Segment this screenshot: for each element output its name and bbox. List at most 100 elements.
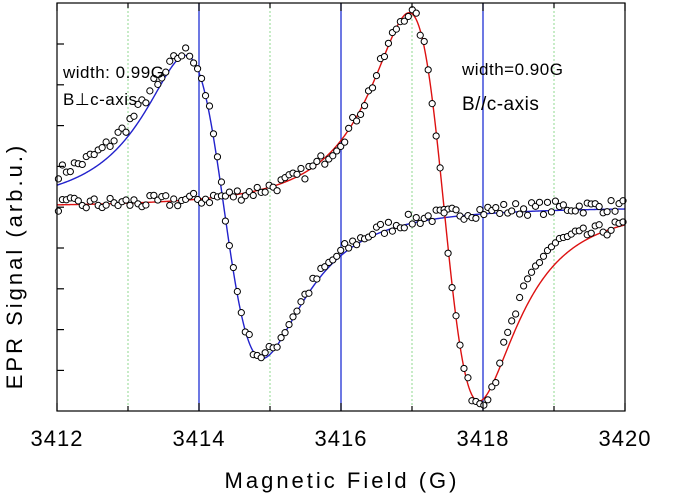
- x-tick-label: 3416: [315, 426, 368, 451]
- data-point: [539, 252, 548, 260]
- data-point: [500, 338, 508, 346]
- data-point: [225, 188, 233, 196]
- data-point: [102, 201, 110, 209]
- data-point: [512, 200, 520, 208]
- data-point: [384, 218, 393, 226]
- data-point: [217, 178, 226, 186]
- data-point: [54, 175, 63, 183]
- data-point: [559, 201, 567, 209]
- data-point: [174, 202, 182, 210]
- data-points: [54, 6, 627, 409]
- data-point: [134, 100, 142, 108]
- data-point: [535, 258, 544, 267]
- data-point: [428, 100, 436, 108]
- data-point: [444, 249, 452, 257]
- data-point: [150, 74, 158, 83]
- data-point: [309, 162, 317, 170]
- data-point: [579, 209, 587, 217]
- data-point: [261, 188, 269, 196]
- data-point: [412, 9, 420, 17]
- data-point: [337, 142, 345, 151]
- data-point: [345, 124, 353, 132]
- data-point: [516, 210, 524, 218]
- data-point: [74, 197, 82, 205]
- x-tick-label: 3418: [457, 426, 510, 451]
- data-point: [607, 196, 615, 205]
- data-point: [523, 211, 532, 219]
- data-point: [595, 202, 603, 211]
- data-point: [321, 263, 329, 271]
- data-point: [158, 74, 166, 82]
- data-point: [154, 80, 162, 88]
- data-point: [273, 187, 281, 195]
- data-point: [126, 201, 134, 209]
- data-point: [190, 189, 198, 198]
- data-point: [535, 198, 544, 206]
- data-point: [285, 320, 293, 329]
- data-point: [110, 137, 118, 145]
- data-point: [456, 341, 464, 349]
- data-point: [500, 200, 508, 209]
- annotation-perp-orientation: B⊥c-axis: [63, 90, 138, 109]
- data-point: [571, 207, 579, 215]
- data-point: [301, 175, 309, 183]
- data-point: [193, 65, 202, 73]
- data-point: [436, 164, 444, 172]
- data-point: [205, 102, 214, 110]
- data-point: [237, 196, 245, 204]
- data-point: [170, 195, 178, 203]
- data-point: [516, 293, 524, 302]
- data-point: [408, 220, 416, 228]
- data-point: [90, 195, 98, 203]
- data-point: [293, 170, 301, 178]
- data-point: [130, 112, 138, 120]
- data-point: [317, 152, 325, 160]
- data-point: [261, 349, 269, 357]
- data-point: [201, 91, 210, 100]
- data-point: [213, 153, 222, 161]
- data-point: [90, 150, 98, 159]
- data-point: [142, 201, 150, 209]
- data-point: [162, 68, 170, 76]
- annotation-par-width: width=0.90G: [461, 60, 563, 79]
- data-point: [595, 221, 603, 229]
- data-point: [233, 287, 241, 296]
- data-point: [440, 209, 448, 217]
- data-point: [82, 204, 90, 212]
- data-point: [178, 52, 186, 60]
- x-axis-title: Magnetic Field (G): [225, 468, 460, 493]
- data-point: [452, 312, 460, 320]
- data-point: [281, 329, 289, 337]
- data-point: [587, 229, 595, 237]
- data-point: [428, 217, 436, 226]
- data-point: [166, 57, 174, 65]
- data-point: [603, 208, 611, 216]
- data-point: [102, 138, 110, 146]
- data-point: [547, 208, 556, 216]
- data-point: [380, 52, 389, 61]
- data-point: [205, 198, 214, 207]
- data-point: [186, 52, 194, 60]
- data-point: [313, 275, 321, 283]
- data-point: [353, 241, 361, 249]
- data-point: [504, 328, 512, 336]
- data-point: [520, 282, 528, 290]
- x-tick-label: 3414: [173, 426, 226, 451]
- data-point: [388, 227, 397, 235]
- data-point: [54, 207, 63, 215]
- data-point: [607, 226, 615, 234]
- data-point: [603, 231, 611, 239]
- data-point: [496, 209, 504, 218]
- data-point: [416, 219, 424, 227]
- data-point: [551, 239, 560, 247]
- data-point: [368, 84, 377, 92]
- data-point: [146, 87, 154, 95]
- data-point: [162, 192, 170, 200]
- data-point: [341, 240, 349, 248]
- data-point: [404, 210, 412, 218]
- data-point: [611, 207, 619, 215]
- data-point: [150, 191, 158, 199]
- data-point: [166, 201, 174, 209]
- data-point: [122, 196, 130, 204]
